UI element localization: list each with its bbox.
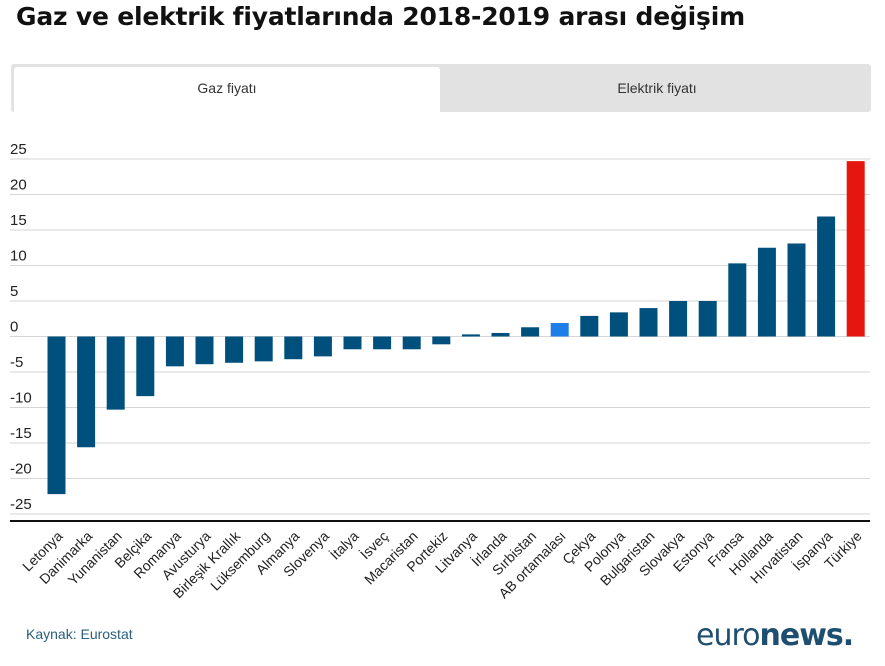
- x-tick-label: İtalya: [326, 527, 362, 563]
- bar: [136, 336, 155, 397]
- tab-electricity-price[interactable]: Elektrik fiyatı: [617, 80, 697, 96]
- y-tick-label: 20: [10, 177, 27, 194]
- bar: [373, 336, 392, 350]
- bar: [787, 243, 806, 337]
- y-tick-label: -5: [10, 354, 23, 371]
- tab-gas-price[interactable]: Gaz fiyatı: [14, 67, 440, 112]
- bar-chart: 2520151050-5-10-15-20-25LetonyaDanimarka…: [10, 141, 870, 601]
- source-note: Kaynak: Eurostat: [26, 626, 133, 642]
- bar: [817, 216, 836, 337]
- bar: [225, 336, 244, 363]
- bar: [77, 336, 96, 448]
- y-tick-label: -20: [10, 461, 32, 478]
- y-tick-label: 0: [10, 319, 18, 336]
- bar: [47, 336, 66, 495]
- chart-title: Gaz ve elektrik fiyatlarında 2018-2019 a…: [16, 2, 745, 31]
- bar: [846, 161, 865, 337]
- logo-text-news: news.: [759, 618, 855, 653]
- y-tick-label: -15: [10, 425, 32, 442]
- y-tick-label: 15: [10, 212, 27, 229]
- bar: [402, 336, 421, 350]
- bar: [698, 301, 717, 337]
- y-tick-label: -25: [10, 496, 32, 513]
- y-tick-label: 10: [10, 248, 27, 265]
- bar: [106, 336, 125, 410]
- bar: [521, 327, 540, 337]
- bar: [609, 312, 628, 337]
- bar: [254, 336, 273, 362]
- bar: [580, 315, 599, 337]
- y-tick-label: 5: [10, 283, 18, 300]
- bar: [313, 336, 332, 357]
- y-tick-label: -10: [10, 390, 32, 407]
- bar: [728, 263, 747, 337]
- bar: [550, 323, 569, 337]
- bar: [432, 336, 451, 345]
- bar: [491, 332, 510, 337]
- bar: [461, 334, 480, 337]
- bar: [639, 308, 658, 337]
- bar: [195, 336, 214, 365]
- y-tick-label: 25: [10, 141, 27, 158]
- tab-bar: Gaz fiyatı Elektrik fiyatı: [11, 64, 871, 112]
- bar: [757, 247, 776, 337]
- bar: [343, 336, 362, 350]
- logo-text-euro: euro: [696, 618, 760, 653]
- bar: [284, 336, 303, 360]
- bar: [165, 336, 184, 367]
- euronews-logo: euronews.: [696, 618, 855, 653]
- bar: [669, 301, 688, 337]
